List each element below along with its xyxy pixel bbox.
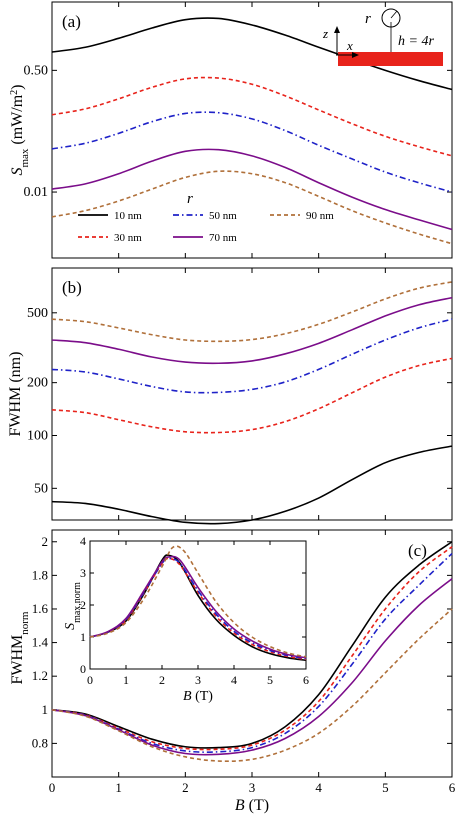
series-line-r30 [51, 357, 453, 434]
z-axis-label: z [322, 26, 328, 41]
x-tick-label: 2 [159, 673, 165, 687]
y-tick-label: 4 [80, 534, 86, 548]
series-line-r10 [51, 17, 453, 91]
y-tick-label: 2 [42, 534, 49, 549]
x-arrow-head [352, 52, 359, 58]
y-tick-label: 500 [27, 306, 48, 321]
panel-b-plot: 50 100 200 500 [27, 268, 453, 525]
y-tick-label: 1.8 [32, 567, 48, 582]
panel-b-frame [51, 267, 453, 521]
x-tick-label: 1 [115, 780, 122, 795]
series-line-r90 [51, 281, 453, 343]
y-tick-label: 2 [80, 598, 86, 612]
panel-c-inset: 0 1 2 3 4 0 1 2 3 4 5 6 Smax,norm B (T) [63, 534, 309, 704]
y-tick-label: 0 [80, 662, 86, 676]
x-tick-label: 4 [315, 780, 322, 795]
series-line-r50 [51, 318, 453, 394]
panel-a: 0.01 0.50 (a) Smax (mW/m2) z x r h = 4r r… [9, 1, 453, 259]
legend-label-r10: 10 nm [114, 210, 142, 222]
x-tick-label: 5 [382, 780, 389, 795]
radius-line [390, 10, 398, 19]
legend-label-r30: 30 nm [114, 232, 142, 244]
series-line-r30 [51, 76, 453, 157]
y-tick-label: 50 [34, 481, 48, 496]
x-tick-label: 4 [231, 673, 237, 687]
panel-c: 0.8 1 1.2 1.4 1.6 1.8 2 0 1 2 3 4 5 6 (c) FWHMnorm B … [9, 529, 455, 814]
y-tick-label: 3 [80, 566, 86, 580]
x-axis-label: x [346, 38, 353, 53]
y-tick-label: 1 [42, 702, 49, 717]
inset-plot: 0 1 2 3 4 0 1 2 3 4 5 6 [80, 534, 309, 687]
panel-a-label: (a) [62, 12, 81, 31]
x-tick-label: 5 [267, 673, 273, 687]
height-label: h = 4r [398, 34, 434, 49]
panel-c-y-axis-label: FWHMnorm [9, 611, 31, 684]
panel-c-x-axis-label: B (T) [235, 797, 269, 814]
legend-label-r70: 70 nm [209, 232, 237, 244]
panel-a-plot: 0.01 0.50 [24, 2, 453, 258]
series-line-r70 [51, 148, 453, 231]
metal-slab [338, 52, 443, 66]
series-line-r10 [51, 541, 453, 749]
x-tick-label: 0 [49, 780, 56, 795]
legend: r 10 nm 50 nm 90 nm 30 nm 70 nm [78, 191, 334, 244]
series-line-r50 [51, 111, 453, 193]
z-arrow-head [334, 26, 340, 33]
y-tick-label: 1.2 [32, 668, 48, 683]
panel-a-y-axis-label: Smax (mW/m2) [9, 84, 32, 175]
y-tick-label: 1.4 [32, 635, 49, 650]
panel-c-label: (c) [408, 541, 427, 560]
panel-b: 50 100 200 500 (b) FWHM (nm) [7, 267, 453, 525]
particle-circle [381, 8, 401, 28]
x-tick-label: 6 [449, 780, 455, 795]
series-line-r90 [51, 170, 453, 245]
x-tick-label: 2 [182, 780, 189, 795]
inset-x-axis-label: B (T) [183, 689, 213, 704]
x-tick-label: 3 [249, 780, 256, 795]
panel-c-plot: 0.8 1 1.2 1.4 1.6 1.8 2 0 1 2 3 4 5 6 [32, 530, 455, 795]
legend-title: r [187, 191, 193, 207]
y-tick-label: 0.8 [32, 735, 48, 750]
legend-label-r50: 50 nm [209, 210, 237, 222]
x-tick-label: 3 [195, 673, 201, 687]
y-tick-label: 100 [27, 428, 48, 443]
y-tick-label: 0.50 [24, 63, 49, 78]
schematic-inset: z x r h = 4r [322, 8, 443, 66]
y-tick-label: 0.01 [24, 185, 49, 200]
x-tick-label: 6 [303, 673, 309, 687]
x-tick-label: 0 [87, 673, 93, 687]
series-line-r30 [51, 546, 453, 751]
series-line-r90 [51, 608, 453, 763]
inset-background [90, 541, 306, 669]
series-line-r70 [89, 555, 307, 659]
series-line-r70 [51, 296, 453, 365]
series-line-r10 [51, 445, 453, 525]
inset-y-axis-label: Smax,norm [63, 582, 83, 630]
legend-label-r90: 90 nm [306, 210, 334, 222]
panel-b-y-axis-label: FWHM (nm) [7, 352, 24, 437]
y-tick-label: 1 [80, 630, 86, 644]
radius-label: r [365, 11, 371, 27]
panel-b-label: (b) [62, 278, 82, 297]
y-tick-label: 200 [27, 376, 48, 391]
x-tick-label: 1 [123, 673, 129, 687]
y-tick-label: 1.6 [32, 601, 49, 616]
